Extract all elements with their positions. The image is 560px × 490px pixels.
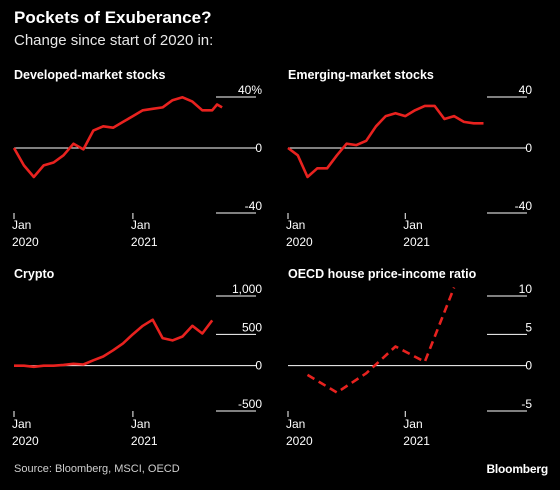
panel-title-emerging: Emerging-market stocks xyxy=(288,68,434,82)
x-tick-label: 2020 xyxy=(12,434,39,448)
brand-logo: Bloomberg xyxy=(486,462,548,476)
series-line-oecd xyxy=(306,287,456,394)
y-tick-label: 0 xyxy=(525,141,532,155)
panel-crypto: 1,000 500 0 -500 Jan 2020 Jan 2021 xyxy=(12,282,262,448)
source-note: Source: Bloomberg, MSCI, OECD xyxy=(14,463,180,475)
x-tick-label: 2020 xyxy=(286,235,313,249)
series-line-developed xyxy=(12,96,223,179)
x-tick-label: Jan xyxy=(403,218,422,232)
y-tick-label: 0 xyxy=(255,141,262,155)
x-tick-label: 2021 xyxy=(131,434,158,448)
x-tick-label: Jan xyxy=(12,218,31,232)
y-tick-label: 1,000 xyxy=(232,282,262,296)
y-tick-label: -5 xyxy=(521,397,532,411)
x-tick-label: Jan xyxy=(131,218,150,232)
x-tick-label: Jan xyxy=(286,218,305,232)
x-tick-label: Jan xyxy=(131,417,150,431)
panel-title-oecd: OECD house price-income ratio xyxy=(288,267,477,281)
x-tick-label: 2021 xyxy=(131,235,158,249)
panel-developed: 40% 0 -40 Jan 2020 Jan 2021 xyxy=(12,83,262,249)
x-tick-label: 2020 xyxy=(12,235,39,249)
x-tick-label: 2021 xyxy=(403,434,430,448)
panel-oecd: 10 5 0 -5 Jan 2020 Jan 2021 xyxy=(286,282,532,448)
series-line-emerging xyxy=(287,104,484,179)
panel-emerging: 40 0 -40 Jan 2020 Jan 2021 xyxy=(286,83,532,249)
panel-title-crypto: Crypto xyxy=(14,267,55,281)
x-tick-label: Jan xyxy=(12,417,31,431)
y-tick-label: -40 xyxy=(515,199,533,213)
x-tick-label: 2020 xyxy=(286,434,313,448)
y-tick-label: -40 xyxy=(245,199,263,213)
y-tick-label: 40% xyxy=(238,83,262,97)
chart-subtitle: Change since start of 2020 in: xyxy=(14,32,214,49)
chart-title: Pockets of Exuberance? xyxy=(14,8,212,27)
y-tick-label: 0 xyxy=(525,359,532,373)
y-tick-label: -500 xyxy=(238,397,262,411)
series-line-crypto xyxy=(14,318,214,369)
y-tick-label: 0 xyxy=(255,359,262,373)
panel-title-developed: Developed-market stocks xyxy=(14,68,166,82)
y-tick-label: 5 xyxy=(525,320,532,334)
y-tick-label: 500 xyxy=(242,320,262,334)
y-tick-label: 10 xyxy=(519,282,533,296)
x-tick-label: Jan xyxy=(286,417,305,431)
y-tick-label: 40 xyxy=(519,83,533,97)
x-tick-label: Jan xyxy=(403,417,422,431)
x-tick-label: 2021 xyxy=(403,235,430,249)
